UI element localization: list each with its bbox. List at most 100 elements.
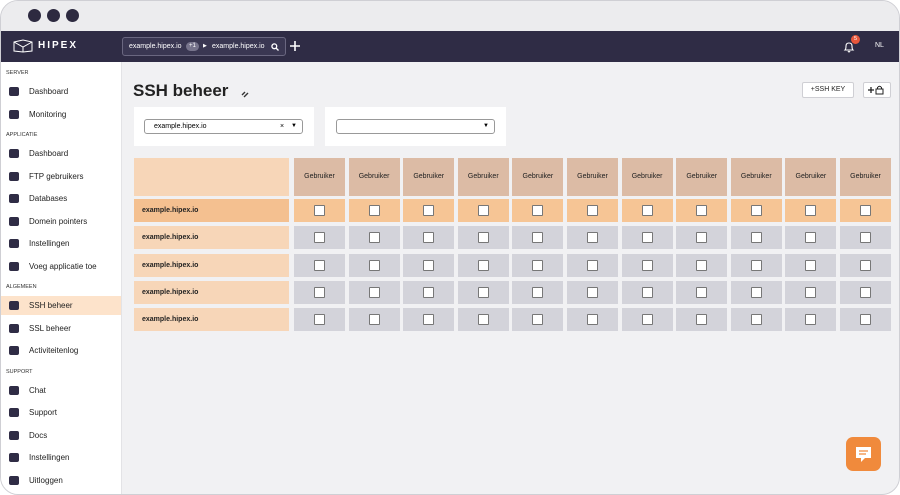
sidebar-label[interactable]: Uitloggen <box>29 475 63 485</box>
checkbox[interactable] <box>314 205 325 216</box>
checkbox[interactable] <box>696 232 708 244</box>
checkbox[interactable] <box>860 259 871 271</box>
checkbox[interactable] <box>532 259 544 271</box>
checkbox[interactable] <box>532 232 544 244</box>
checkbox[interactable] <box>587 286 598 298</box>
breadcrumb[interactable]: example.hipex.io +1 ▶ example.hipex.io <box>122 37 286 56</box>
sidebar-item[interactable]: Support <box>1 403 121 422</box>
checkbox[interactable] <box>368 286 380 298</box>
empty-select[interactable]: ▼ <box>336 119 495 134</box>
sidebar-item[interactable]: Activiteitenlog <box>1 341 121 360</box>
sidebar-item[interactable]: Instellingen <box>1 234 121 253</box>
checkbox[interactable] <box>477 286 489 298</box>
sidebar-item[interactable]: SSH beheer <box>1 296 121 315</box>
sidebar-item[interactable]: Dashboard <box>1 82 121 101</box>
bell-icon[interactable] <box>843 41 855 53</box>
sidebar-label[interactable]: FTP gebruikers <box>29 171 84 181</box>
sidebar-label[interactable]: SSL beheer <box>29 323 71 333</box>
breadcrumb-server[interactable]: example.hipex.io <box>212 43 265 50</box>
checkbox[interactable] <box>641 205 653 216</box>
language[interactable]: NL <box>875 42 884 49</box>
sidebar-item[interactable]: Chat <box>1 381 121 400</box>
checkbox[interactable] <box>641 314 653 326</box>
checkbox[interactable] <box>750 286 762 298</box>
search-icon[interactable] <box>271 43 279 51</box>
checkbox[interactable] <box>750 232 762 244</box>
checkbox[interactable] <box>477 259 489 271</box>
checkbox[interactable] <box>532 205 544 216</box>
add-button[interactable] <box>289 40 301 52</box>
link-icon[interactable] <box>241 90 249 98</box>
checkbox[interactable] <box>805 314 817 326</box>
checkbox[interactable] <box>587 259 598 271</box>
checkbox[interactable] <box>477 314 489 326</box>
checkbox[interactable] <box>477 232 489 244</box>
checkbox[interactable] <box>696 314 708 326</box>
checkbox[interactable] <box>423 314 435 326</box>
checkbox[interactable] <box>532 286 544 298</box>
sidebar-label[interactable]: Monitoring <box>29 109 67 119</box>
sidebar-item[interactable]: Uitloggen <box>1 471 121 490</box>
checkbox[interactable] <box>423 286 435 298</box>
sidebar-item[interactable]: Databases <box>1 189 121 208</box>
checkbox[interactable] <box>314 314 325 326</box>
checkbox[interactable] <box>314 259 325 271</box>
checkbox[interactable] <box>423 205 435 216</box>
checkbox[interactable] <box>587 314 598 326</box>
checkbox[interactable] <box>368 314 380 326</box>
select-caret[interactable]: ▼ <box>483 123 489 129</box>
sidebar-item[interactable]: Dashboard <box>1 144 121 163</box>
checkbox[interactable] <box>587 232 598 244</box>
add-ssh-key-button[interactable]: +SSH KEY <box>802 82 854 98</box>
checkbox[interactable] <box>860 314 871 326</box>
sidebar-item[interactable]: Monitoring <box>1 105 121 124</box>
add-lock-button[interactable] <box>863 82 891 98</box>
sidebar-label[interactable]: Chat <box>29 385 46 395</box>
checkbox[interactable] <box>368 259 380 271</box>
checkbox[interactable] <box>750 205 762 216</box>
sidebar-label[interactable]: Databases <box>29 194 68 203</box>
checkbox[interactable] <box>750 314 762 326</box>
application-select[interactable]: example.hipex.io × ▼ <box>144 119 303 134</box>
checkbox[interactable] <box>641 232 653 244</box>
checkbox[interactable] <box>532 314 544 326</box>
sidebar-item[interactable]: Docs <box>1 426 121 445</box>
checkbox[interactable] <box>314 286 325 298</box>
sidebar-label[interactable]: Dashboard <box>29 149 69 158</box>
sidebar-item[interactable]: Voeg applicatie toe <box>1 257 121 276</box>
checkbox[interactable] <box>805 232 817 244</box>
checkbox[interactable] <box>860 205 871 216</box>
checkbox[interactable] <box>696 286 708 298</box>
checkbox[interactable] <box>860 286 871 298</box>
select-clear[interactable]: × <box>280 123 285 130</box>
sidebar-label[interactable]: Support <box>29 408 58 417</box>
checkbox[interactable] <box>805 259 817 271</box>
sidebar-item[interactable]: FTP gebruikers <box>1 167 121 186</box>
checkbox[interactable] <box>750 259 762 271</box>
window-dot[interactable] <box>66 9 79 22</box>
checkbox[interactable] <box>860 232 871 244</box>
sidebar-label[interactable]: Domein pointers <box>29 216 88 226</box>
sidebar-label[interactable]: Dashboard <box>29 87 69 96</box>
checkbox[interactable] <box>423 259 435 271</box>
window-dot[interactable] <box>28 9 41 22</box>
sidebar-item[interactable]: Domein pointers <box>1 212 121 231</box>
sidebar-label[interactable]: Docs <box>29 430 48 440</box>
sidebar-label[interactable]: Activiteitenlog <box>29 346 79 355</box>
checkbox[interactable] <box>587 205 598 216</box>
checkbox[interactable] <box>314 232 325 244</box>
checkbox[interactable] <box>805 205 817 216</box>
sidebar-label[interactable]: Instellingen <box>29 239 70 248</box>
checkbox[interactable] <box>423 232 435 244</box>
select-caret[interactable]: ▼ <box>291 123 297 129</box>
sidebar-item[interactable]: Instellingen <box>1 448 121 467</box>
chat-button[interactable] <box>846 437 881 471</box>
sidebar-label[interactable]: SSH beheer <box>29 301 73 310</box>
checkbox[interactable] <box>477 205 489 216</box>
checkbox[interactable] <box>368 232 380 244</box>
checkbox[interactable] <box>368 205 380 216</box>
checkbox[interactable] <box>805 286 817 298</box>
window-dot[interactable] <box>47 9 60 22</box>
sidebar-label[interactable]: Instellingen <box>29 453 70 462</box>
sidebar-item[interactable]: SSL beheer <box>1 319 121 338</box>
